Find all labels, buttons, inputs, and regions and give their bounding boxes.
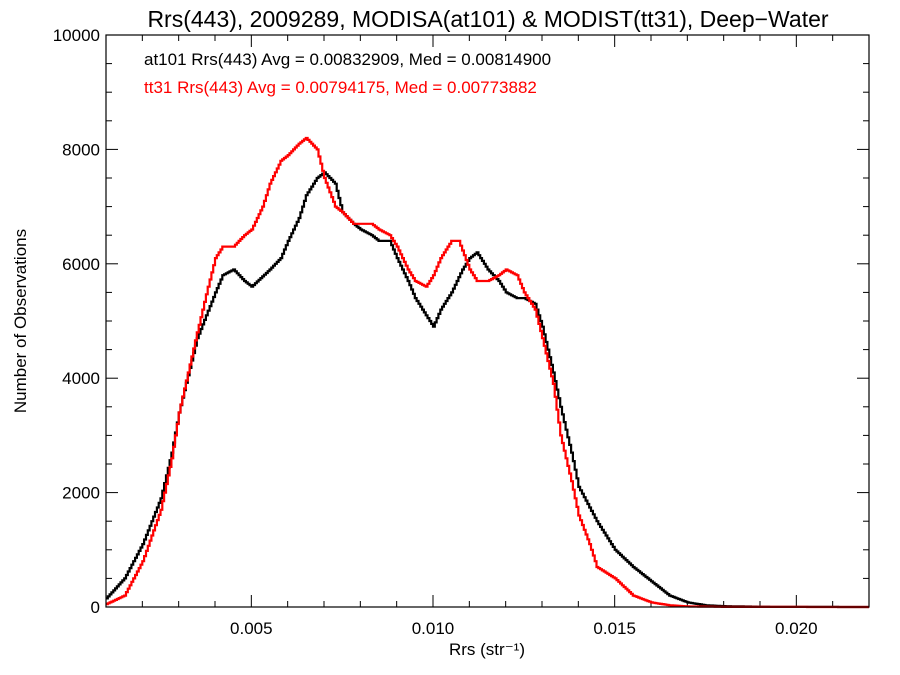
y-tick-label: 6000 [62, 255, 100, 274]
x-tick-label: 0.015 [593, 619, 636, 638]
x-tick-label: 0.010 [412, 619, 455, 638]
x-tick-label: 0.005 [230, 619, 273, 638]
y-tick-label: 0 [91, 598, 100, 617]
y-axis-label: Number of Observations [11, 229, 30, 413]
y-axis-ticks: 0 2000 4000 6000 8000 10000 [53, 26, 869, 617]
y-tick-label: 4000 [62, 369, 100, 388]
y-tick-label: 8000 [62, 140, 100, 159]
chart-title: Rrs(443), 2009289, MODISA(at101) & MODIS… [147, 6, 828, 32]
y-tick-label: 10000 [53, 26, 100, 45]
series-tt31-line [106, 136, 869, 609]
y-tick-label: 2000 [62, 484, 100, 503]
series-at101-line [106, 171, 869, 609]
x-tick-label: 0.020 [775, 619, 818, 638]
x-axis-label: Rrs (str⁻¹) [449, 640, 525, 659]
x-axis-ticks: 0.005 0.010 0.015 0.020 [105, 35, 834, 638]
series-lines [106, 136, 869, 609]
plot-frame [105, 34, 870, 608]
annotation-at101: at101 Rrs(443) Avg = 0.00832909, Med = 0… [144, 50, 551, 69]
annotation-tt31: tt31 Rrs(443) Avg = 0.00794175, Med = 0.… [144, 78, 537, 97]
